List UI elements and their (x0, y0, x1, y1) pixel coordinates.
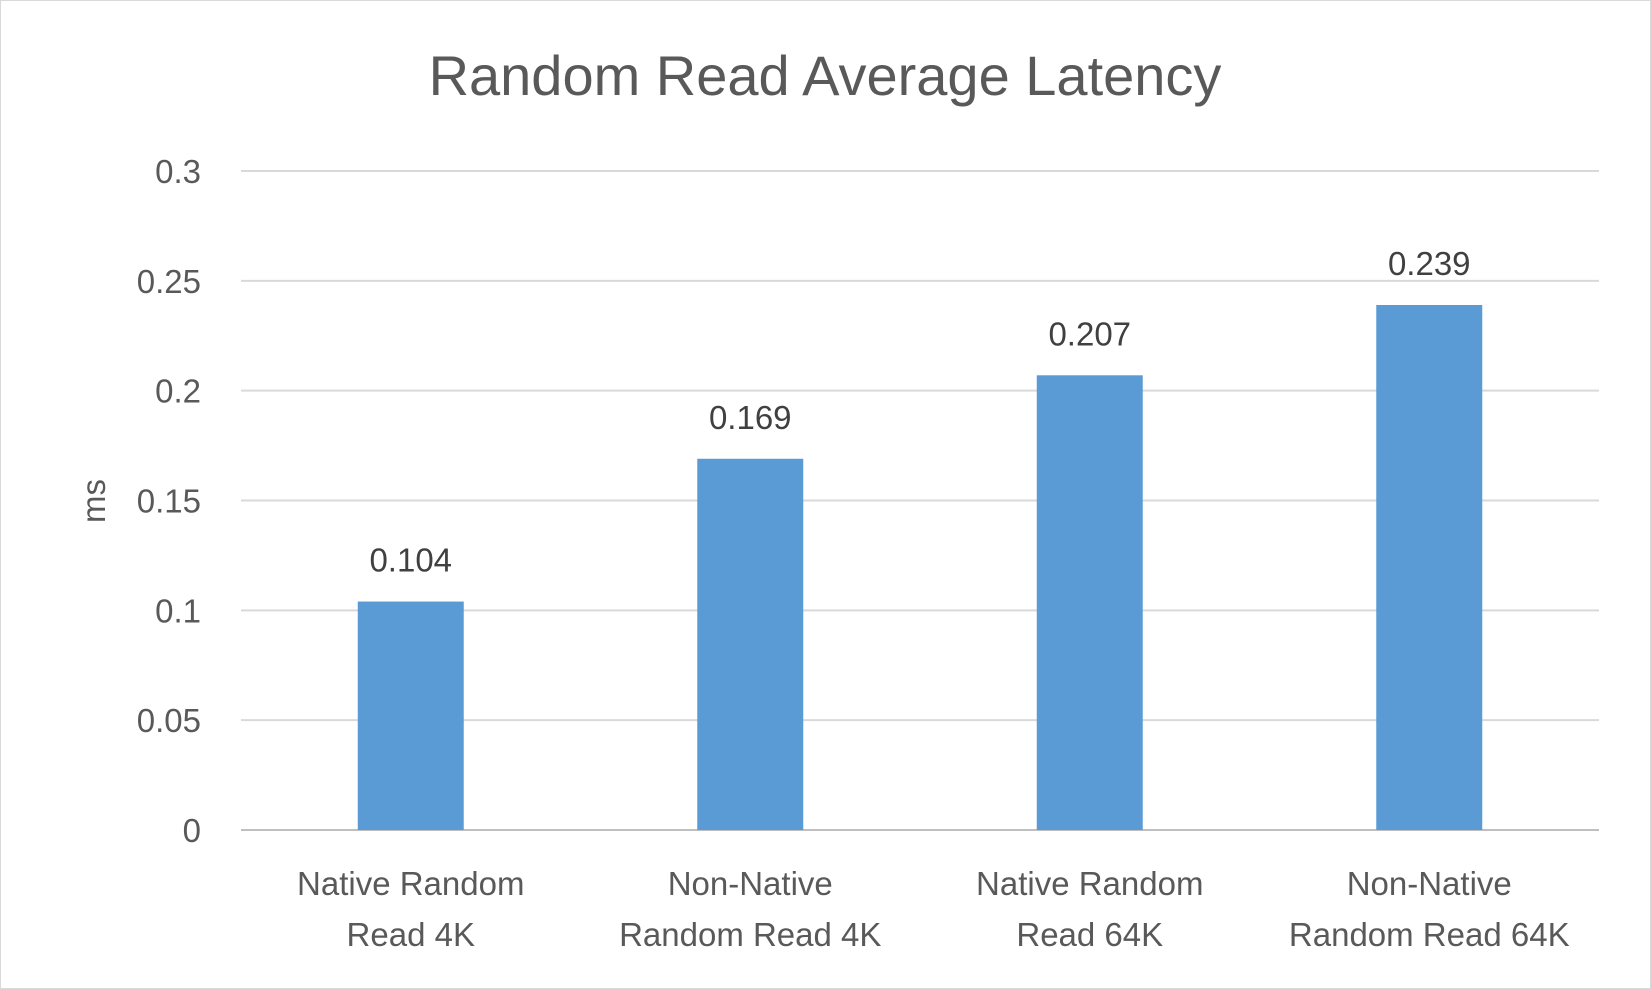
y-tick-label: 0.1 (155, 592, 201, 629)
gridlines (241, 170, 1599, 831)
y-tick-label: 0.15 (137, 483, 201, 520)
y-tick-label: 0 (183, 812, 201, 849)
y-tick-label: 0.2 (155, 373, 201, 410)
data-label: 0.239 (1388, 245, 1471, 282)
category-label: Random Read 64K (1289, 916, 1570, 953)
bar (357, 601, 464, 830)
x-axis-categories: Native Random Read 4K Non-Native Random Rea… (297, 865, 1570, 953)
y-axis-ticks: 0 0.05 0.1 0.15 0.2 0.25 0.3 (137, 153, 201, 849)
category-label: Read 4K (347, 916, 475, 953)
y-tick-label: 0.3 (155, 153, 201, 190)
category-label: Non-Native (1347, 865, 1512, 902)
y-tick-label: 0.05 (137, 702, 201, 739)
bar (1036, 375, 1143, 830)
category-label: Read 64K (1016, 916, 1163, 953)
y-axis-label: ms (75, 479, 112, 523)
category-label: Native Random (297, 865, 524, 902)
data-label: 0.104 (369, 542, 452, 579)
data-labels: 0.104 0.169 0.207 0.239 (369, 245, 1470, 579)
bar (697, 458, 804, 830)
category-label: Native Random (976, 865, 1203, 902)
bars (357, 304, 1483, 830)
category-label: Non-Native (668, 865, 833, 902)
data-label: 0.207 (1048, 315, 1131, 352)
bar (1376, 304, 1483, 830)
data-label: 0.169 (709, 399, 792, 436)
chart-title: Random Read Average Latency (429, 44, 1222, 107)
y-tick-label: 0.25 (137, 263, 201, 300)
category-label: Random Read 4K (619, 916, 881, 953)
